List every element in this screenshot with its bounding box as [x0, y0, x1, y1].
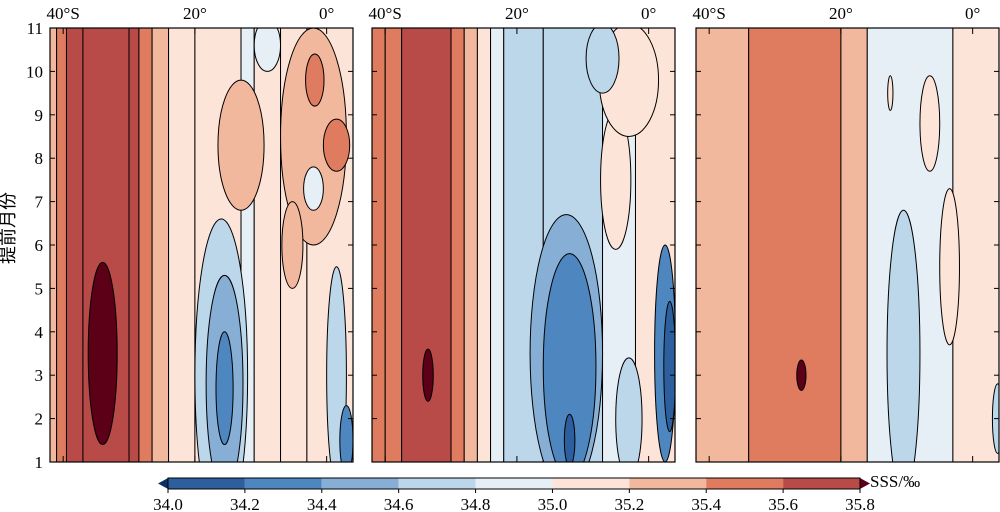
x-tick-label: 0°	[641, 4, 656, 23]
colorbar-swatch	[321, 478, 399, 489]
colorbar-overflow	[860, 478, 870, 489]
colorbar-tick-label: 35.2	[614, 495, 644, 512]
x-tick-label: 40°S	[369, 4, 402, 23]
contour-band	[748, 28, 842, 462]
colorbar-swatch	[168, 478, 245, 489]
contour-region	[303, 166, 324, 211]
x-tick-label: 40°S	[47, 4, 80, 23]
contour-region	[585, 28, 620, 94]
colorbar-swatch	[475, 478, 553, 489]
colorbar-swatch	[706, 478, 784, 489]
contour-band	[696, 28, 750, 462]
colorbar-tick-label: 35.8	[845, 495, 875, 512]
colorbar-tick-label: 34.2	[230, 495, 260, 512]
contour-region	[281, 201, 304, 289]
x-tick-label: 0°	[319, 4, 334, 23]
contour-band	[450, 28, 465, 462]
contour-band	[384, 28, 403, 462]
y-tick-label: 11	[27, 19, 43, 38]
contour-band	[463, 28, 478, 462]
y-axis-label: 提前月份	[0, 192, 18, 264]
colorbar-tick-label: 35.0	[538, 495, 568, 512]
colorbar-tick-label: 34.0	[153, 495, 183, 512]
contour-region	[919, 75, 941, 172]
x-tick-label: 20°	[829, 4, 853, 23]
contour-region	[217, 79, 265, 211]
contour-region	[615, 357, 643, 462]
colorbar-frame	[167, 477, 861, 490]
contour-panel-2: 40°S 20° 0°	[369, 4, 676, 463]
contour-region	[326, 266, 347, 462]
contour-region	[253, 28, 282, 72]
colorbar-swatch	[629, 478, 707, 489]
contour-region	[305, 53, 325, 107]
y-tick-label: 9	[35, 106, 44, 125]
y-tick-label: 10	[26, 62, 43, 81]
contour-band	[128, 28, 140, 462]
colorbar-swatch	[398, 478, 476, 489]
contour-region	[886, 209, 921, 462]
contour-region	[422, 348, 434, 402]
y-tick-label: 7	[35, 193, 44, 212]
contour-region	[796, 359, 807, 391]
y-tick-label: 4	[35, 323, 44, 342]
contour-region	[542, 253, 597, 462]
y-tick-label: 3	[35, 366, 44, 385]
colorbar-swatch	[244, 478, 322, 489]
x-tick-label: 40°S	[693, 4, 726, 23]
contour-region	[215, 331, 234, 446]
contour-band	[151, 28, 170, 462]
y-tick-label: 8	[35, 149, 44, 168]
contour-region	[563, 413, 576, 462]
y-tick-label: 6	[35, 236, 44, 255]
contour-band	[253, 28, 282, 462]
colorbar: 34.0 34.2 34.4 34.6 34.8 35.0 35.2 35.4 35.6 35.8	[153, 477, 875, 512]
contour-region	[663, 300, 675, 433]
contour-band	[490, 28, 505, 462]
colorbar-tick-label: 34.6	[384, 495, 414, 512]
contour-band	[138, 28, 153, 462]
contour-region	[887, 75, 894, 111]
contour-band	[168, 28, 196, 462]
contour-panel-1: 40°S 20° 0° 1 2 3 4 5 6 7 8 9 10 11	[26, 4, 354, 472]
contour-panel-3: 40°S 20° 0°	[693, 4, 1000, 463]
colorbar-swatch	[552, 478, 630, 489]
y-tick-label: 5	[35, 279, 44, 298]
x-tick-label: 0°	[965, 4, 980, 23]
contour-band	[476, 28, 492, 462]
contour-band	[65, 28, 84, 462]
colorbar-tick-label: 35.4	[691, 495, 721, 512]
x-tick-label: 20°	[505, 4, 529, 23]
colorbar-tick-label: 34.4	[307, 495, 337, 512]
colorbar-underflow	[158, 478, 168, 489]
contour-region	[322, 118, 351, 172]
x-tick-label: 20°	[183, 4, 207, 23]
colorbar-label: SSS/‰	[870, 472, 920, 491]
colorbar-tick-label: 35.6	[768, 495, 798, 512]
colorbar-swatch	[783, 478, 860, 489]
contour-region	[339, 405, 353, 462]
colorbar-tick-label: 34.8	[461, 495, 491, 512]
contour-band	[840, 28, 868, 462]
contour-band	[56, 28, 67, 462]
contour-region	[939, 188, 960, 346]
y-tick-label: 1	[35, 453, 44, 472]
y-tick-label: 2	[35, 410, 44, 429]
contour-band	[952, 28, 999, 462]
contour-region	[87, 261, 118, 446]
